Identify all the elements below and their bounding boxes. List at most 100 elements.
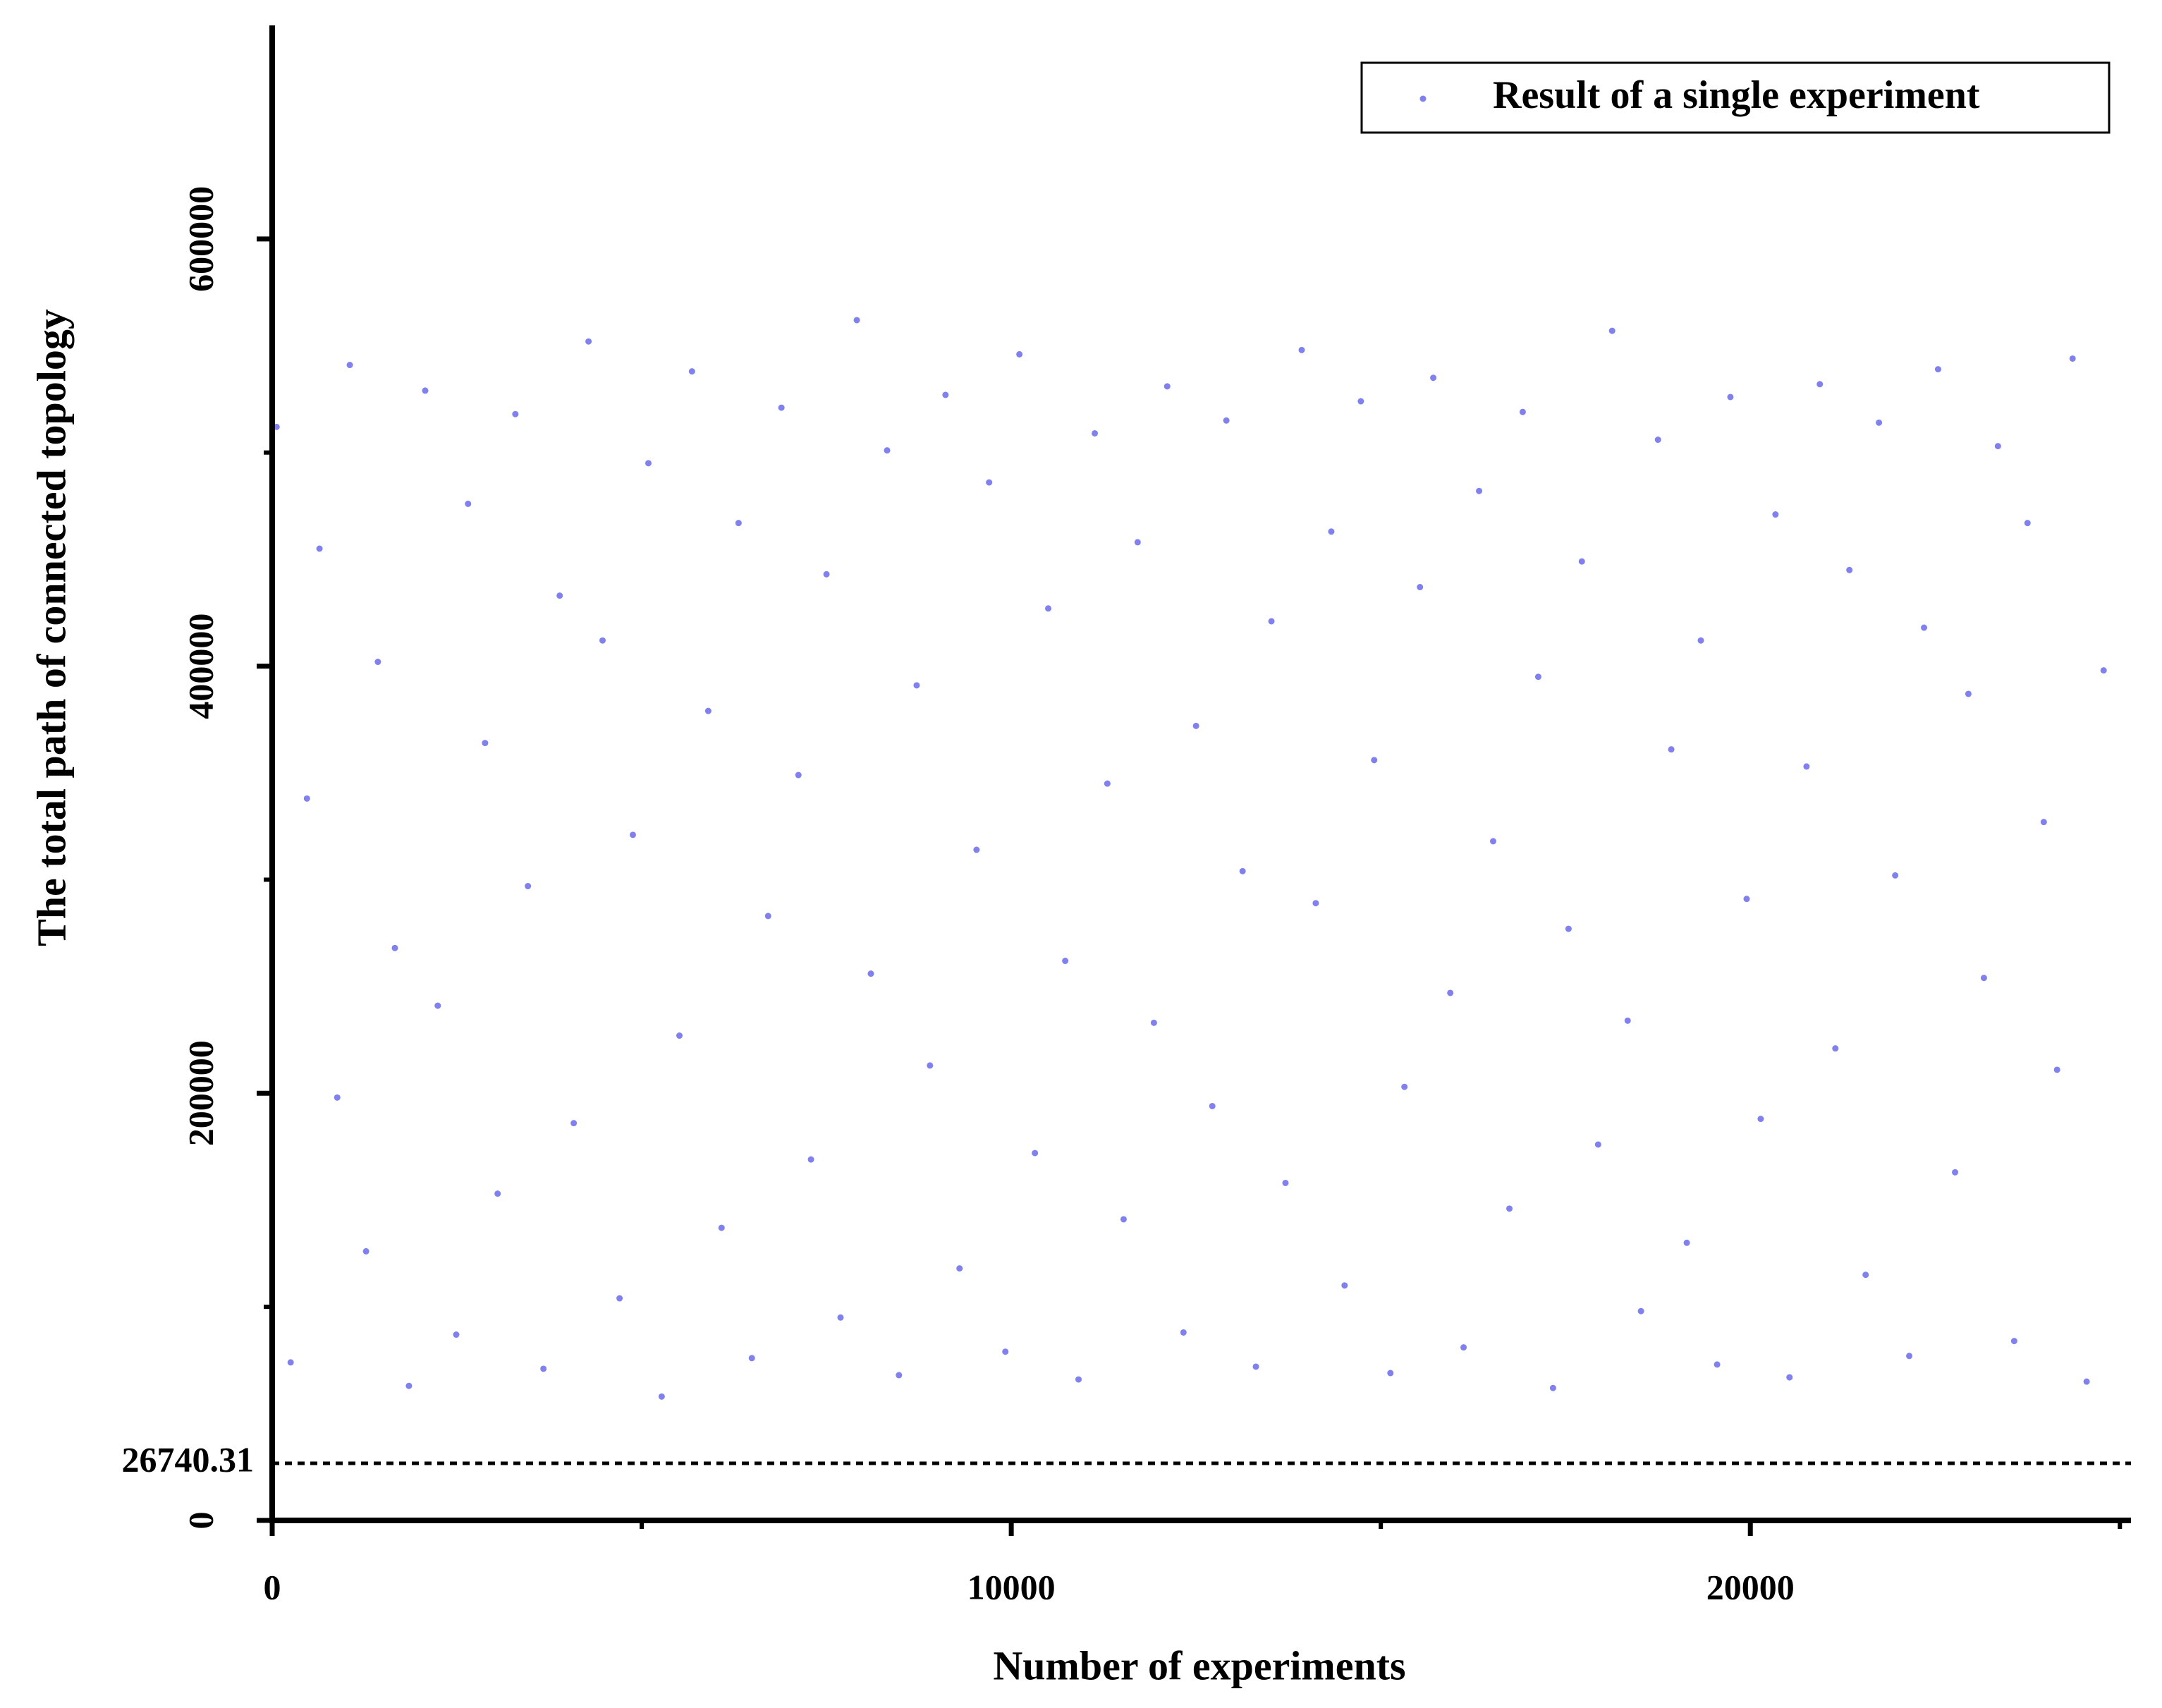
y-axis-title: The total path of connected topology bbox=[28, 309, 74, 946]
point bbox=[422, 387, 429, 394]
point bbox=[1772, 511, 1779, 518]
point bbox=[540, 1365, 547, 1372]
point bbox=[2010, 1338, 2017, 1345]
point bbox=[1534, 673, 1541, 681]
legend-marker bbox=[1419, 95, 1427, 102]
point bbox=[1252, 1363, 1259, 1370]
point bbox=[1608, 327, 1616, 334]
point bbox=[1341, 1282, 1348, 1289]
point bbox=[2040, 819, 2047, 826]
point bbox=[482, 740, 489, 747]
point bbox=[645, 460, 652, 467]
point bbox=[778, 404, 785, 411]
point bbox=[287, 1359, 294, 1366]
point bbox=[525, 883, 532, 890]
point bbox=[273, 423, 280, 430]
point bbox=[1357, 398, 1364, 405]
point bbox=[1934, 366, 1941, 373]
point bbox=[391, 944, 398, 951]
point bbox=[795, 771, 802, 779]
point bbox=[1654, 437, 1661, 444]
point bbox=[334, 1094, 341, 1101]
point bbox=[1549, 1384, 1556, 1391]
point bbox=[1668, 746, 1675, 753]
point bbox=[405, 1382, 413, 1389]
point bbox=[1565, 925, 1572, 932]
point bbox=[956, 1265, 963, 1272]
point bbox=[973, 846, 980, 853]
legend-label: Result of a single experiment bbox=[1493, 73, 1980, 117]
point bbox=[585, 338, 592, 345]
reference-label: 26740.31 bbox=[122, 1439, 255, 1479]
x-tick-label: 10000 bbox=[967, 1567, 1056, 1606]
point bbox=[1164, 383, 1171, 390]
point bbox=[688, 368, 695, 375]
point bbox=[1786, 1374, 1793, 1381]
point bbox=[512, 410, 519, 417]
point bbox=[853, 317, 860, 324]
point bbox=[1150, 1019, 1157, 1026]
point bbox=[1489, 838, 1496, 845]
point bbox=[2100, 667, 2107, 674]
point bbox=[346, 362, 353, 369]
point bbox=[942, 391, 949, 398]
point bbox=[1075, 1376, 1082, 1383]
point bbox=[1921, 624, 1928, 631]
point bbox=[1062, 958, 1069, 965]
point bbox=[718, 1224, 725, 1231]
point bbox=[867, 970, 874, 977]
point bbox=[1727, 394, 1734, 401]
point bbox=[1002, 1348, 1009, 1355]
point bbox=[1328, 528, 1335, 535]
point bbox=[986, 479, 993, 486]
point bbox=[616, 1295, 623, 1302]
point bbox=[1032, 1149, 1039, 1157]
point bbox=[1282, 1179, 1289, 1186]
point bbox=[2053, 1066, 2060, 1073]
point bbox=[807, 1156, 814, 1163]
point bbox=[1298, 346, 1305, 353]
point bbox=[704, 707, 711, 714]
point bbox=[1519, 408, 1526, 415]
point bbox=[1803, 763, 1810, 770]
point bbox=[465, 500, 472, 507]
point bbox=[1417, 584, 1424, 591]
point bbox=[676, 1032, 683, 1039]
point bbox=[556, 592, 563, 599]
point bbox=[2024, 520, 2031, 527]
point bbox=[764, 913, 771, 920]
point bbox=[1892, 872, 1899, 879]
point bbox=[927, 1062, 934, 1069]
point bbox=[1120, 1216, 1127, 1223]
point bbox=[1045, 605, 1052, 612]
point bbox=[658, 1393, 665, 1400]
point bbox=[1430, 374, 1437, 382]
point bbox=[629, 831, 636, 838]
point bbox=[1192, 722, 1199, 729]
point bbox=[884, 447, 891, 454]
point bbox=[1743, 896, 1750, 903]
point bbox=[1104, 780, 1111, 787]
point bbox=[2083, 1378, 2090, 1385]
point bbox=[1578, 558, 1585, 565]
point bbox=[1134, 539, 1141, 546]
point bbox=[1506, 1205, 1513, 1212]
point bbox=[1714, 1361, 1721, 1368]
point bbox=[1594, 1141, 1601, 1148]
point bbox=[1209, 1102, 1216, 1109]
point bbox=[1637, 1307, 1644, 1314]
point bbox=[1846, 566, 1853, 573]
point bbox=[837, 1314, 844, 1321]
point bbox=[1952, 1169, 1959, 1176]
y-tick-label: 600000 bbox=[181, 186, 220, 292]
point bbox=[599, 637, 606, 644]
point bbox=[1906, 1353, 1913, 1360]
point bbox=[1816, 381, 1824, 388]
point bbox=[1180, 1329, 1187, 1336]
point bbox=[494, 1190, 501, 1197]
legend-box bbox=[1360, 61, 2111, 134]
point bbox=[1460, 1344, 1467, 1351]
point bbox=[1624, 1017, 1631, 1024]
point bbox=[748, 1355, 755, 1362]
